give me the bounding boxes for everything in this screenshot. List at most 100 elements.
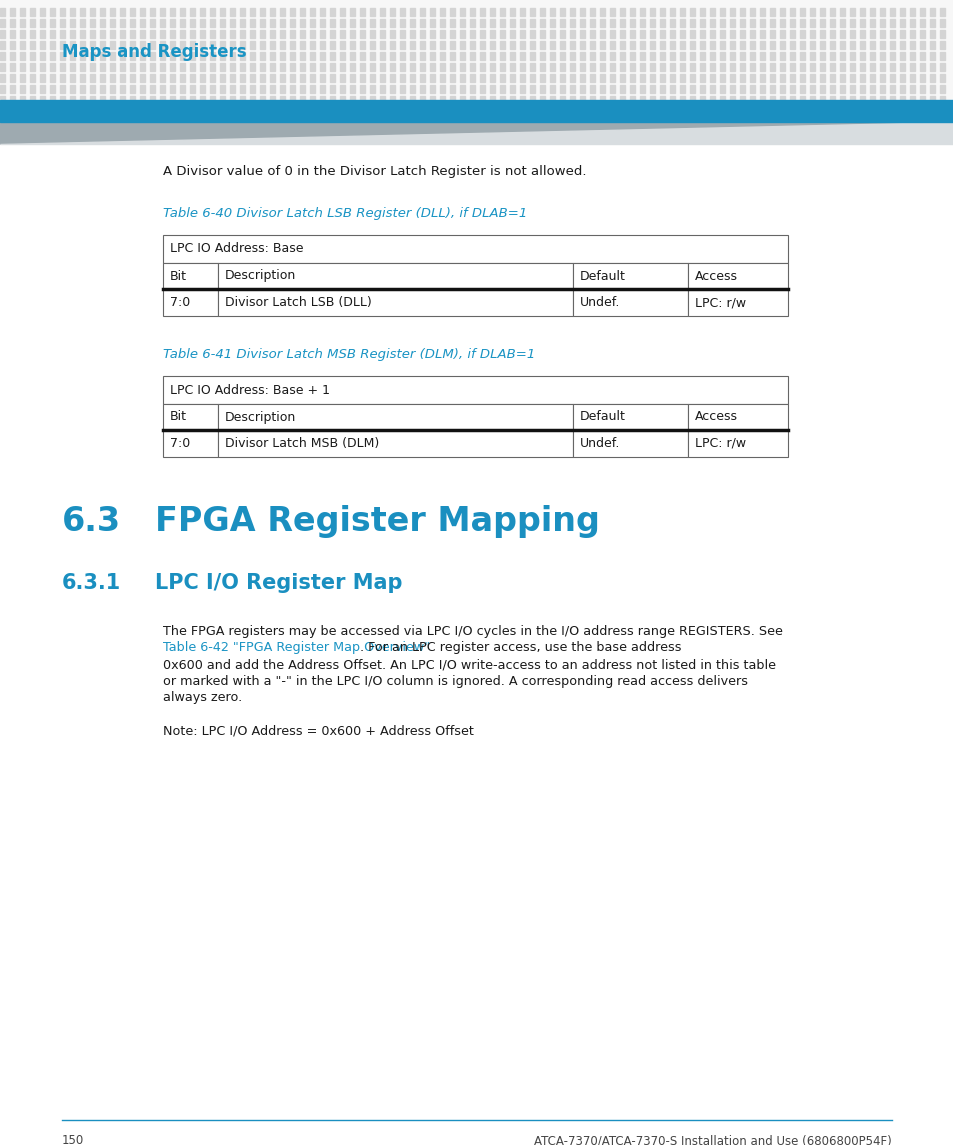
Bar — [450, 63, 455, 71]
Bar — [820, 52, 824, 60]
Bar — [550, 41, 555, 49]
Bar — [639, 8, 644, 16]
Bar — [80, 85, 85, 93]
Bar — [689, 41, 695, 49]
Bar — [220, 63, 225, 71]
Bar — [100, 52, 105, 60]
Bar — [430, 8, 435, 16]
Bar — [510, 30, 515, 38]
Bar — [689, 85, 695, 93]
Bar — [800, 41, 804, 49]
Bar — [80, 30, 85, 38]
Bar — [459, 85, 464, 93]
Bar — [879, 63, 884, 71]
Bar — [720, 96, 724, 104]
Bar — [419, 30, 424, 38]
Bar — [519, 52, 524, 60]
Bar — [700, 63, 704, 71]
Bar — [687, 404, 787, 431]
Bar — [689, 96, 695, 104]
Bar — [163, 263, 218, 289]
Bar — [190, 41, 194, 49]
Bar — [769, 52, 774, 60]
Bar — [919, 63, 924, 71]
Bar — [589, 96, 595, 104]
Bar — [390, 30, 395, 38]
Bar — [210, 85, 214, 93]
Bar — [889, 85, 894, 93]
Bar — [530, 74, 535, 82]
Text: Description: Description — [225, 411, 296, 424]
Bar — [60, 30, 65, 38]
Bar — [290, 8, 294, 16]
Bar — [80, 52, 85, 60]
Bar — [230, 85, 234, 93]
Bar — [599, 19, 604, 27]
Bar — [180, 85, 185, 93]
Bar — [140, 74, 145, 82]
Bar — [559, 96, 564, 104]
Bar — [399, 85, 405, 93]
Bar — [659, 85, 664, 93]
Bar — [519, 41, 524, 49]
Bar — [379, 19, 385, 27]
Bar — [490, 41, 495, 49]
Bar — [350, 30, 355, 38]
Bar — [619, 8, 624, 16]
Bar — [889, 74, 894, 82]
Bar — [849, 19, 854, 27]
Bar — [280, 85, 285, 93]
Text: 7:0: 7:0 — [170, 437, 190, 450]
Bar — [10, 85, 15, 93]
Bar — [339, 52, 345, 60]
Bar — [50, 41, 55, 49]
Bar — [569, 96, 575, 104]
Bar — [530, 30, 535, 38]
Bar — [687, 263, 787, 289]
Bar — [499, 30, 504, 38]
Bar — [769, 85, 774, 93]
Bar — [339, 85, 345, 93]
Bar — [299, 41, 305, 49]
Bar — [90, 52, 95, 60]
Bar — [390, 96, 395, 104]
Bar — [729, 85, 734, 93]
Bar — [130, 19, 135, 27]
Bar — [399, 63, 405, 71]
Bar — [240, 8, 245, 16]
Bar — [170, 41, 174, 49]
Bar — [190, 85, 194, 93]
Bar — [820, 85, 824, 93]
Bar — [559, 63, 564, 71]
Bar — [490, 74, 495, 82]
Bar — [709, 19, 714, 27]
Text: 0x600 and add the Address Offset. An LPC I/O write-access to an address not list: 0x600 and add the Address Offset. An LPC… — [163, 658, 775, 671]
Bar — [299, 63, 305, 71]
Bar — [573, 431, 687, 457]
Bar — [90, 74, 95, 82]
Bar — [769, 63, 774, 71]
Bar — [399, 52, 405, 60]
Bar — [0, 74, 5, 82]
Bar — [740, 74, 744, 82]
Bar — [20, 63, 25, 71]
Bar — [130, 96, 135, 104]
Bar — [539, 30, 544, 38]
Bar — [609, 8, 615, 16]
Bar — [859, 74, 864, 82]
Bar — [659, 8, 664, 16]
Bar — [0, 144, 953, 1145]
Bar — [929, 41, 934, 49]
Bar — [170, 63, 174, 71]
Bar — [559, 85, 564, 93]
Bar — [869, 41, 874, 49]
Bar — [270, 30, 274, 38]
Bar — [919, 74, 924, 82]
Bar — [350, 8, 355, 16]
Bar — [840, 63, 844, 71]
Bar — [609, 52, 615, 60]
Bar — [729, 52, 734, 60]
Bar — [30, 30, 35, 38]
Bar — [519, 74, 524, 82]
Bar — [470, 8, 475, 16]
